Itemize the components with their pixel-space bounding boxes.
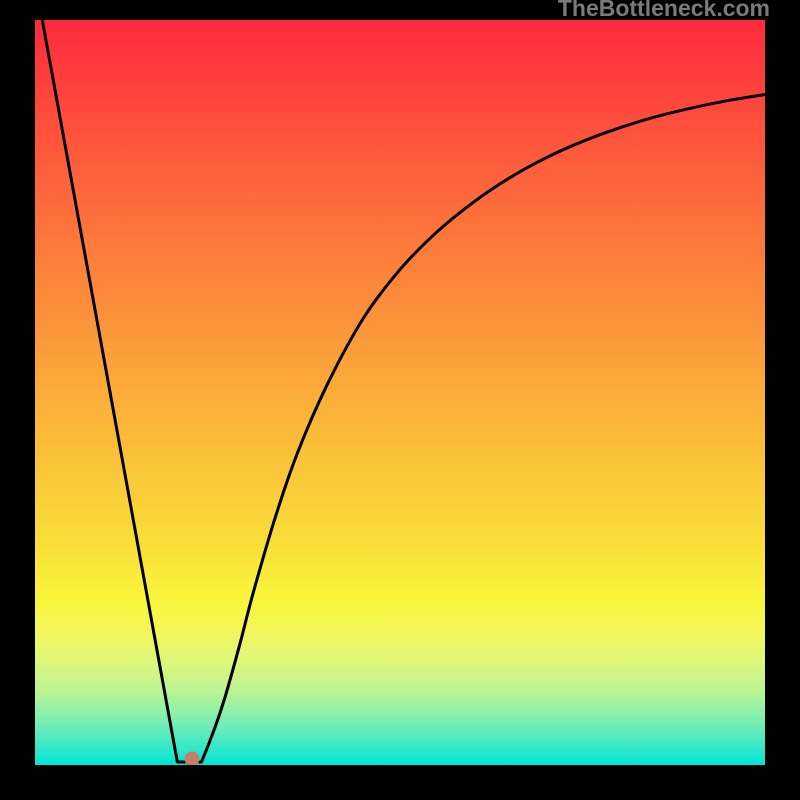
watermark-text: TheBottleneck.com (558, 0, 770, 22)
chart-plot-area (35, 20, 765, 765)
curve-layer (35, 20, 765, 765)
chart-container: TheBottleneck.com (0, 0, 800, 800)
minimum-marker (184, 752, 199, 765)
bottleneck-curve (42, 20, 765, 762)
